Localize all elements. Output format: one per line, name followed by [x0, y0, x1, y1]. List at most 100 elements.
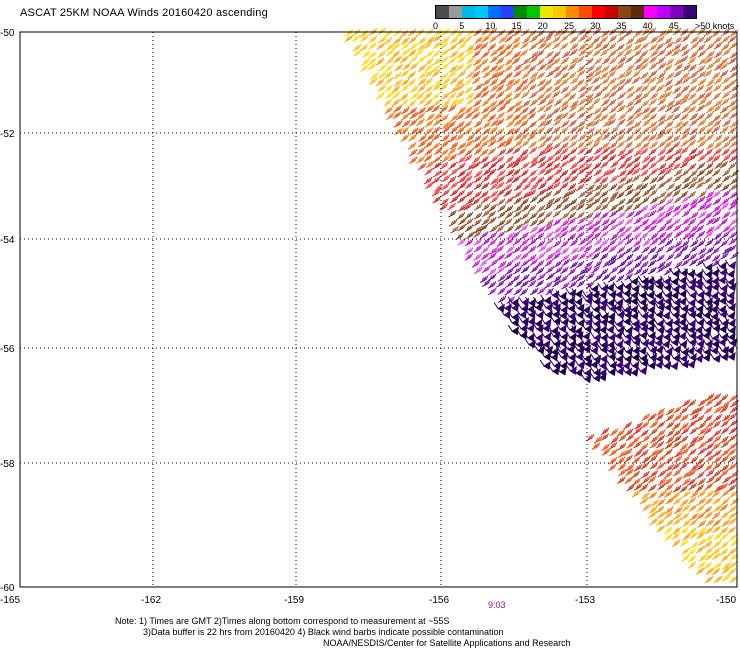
wind-barb — [672, 162, 681, 171]
wind-barb — [503, 218, 513, 226]
wind-barb — [649, 176, 659, 184]
wind-barb — [641, 134, 650, 143]
wind-barb — [649, 36, 659, 44]
wind-barb — [473, 203, 483, 211]
wind-barb — [579, 330, 591, 341]
wind-barb — [696, 462, 705, 471]
legend-label: 40 — [642, 21, 653, 31]
wind-barb — [712, 449, 722, 458]
wind-barb — [473, 28, 482, 37]
wind-barb — [567, 111, 576, 120]
wind-barb — [589, 331, 602, 342]
wind-barb — [632, 127, 642, 135]
wind-barb — [658, 191, 667, 199]
wind-barb — [440, 72, 449, 80]
wind-barb — [728, 561, 738, 569]
wind-barb — [560, 142, 569, 150]
wind-barb — [655, 245, 665, 254]
wind-barb — [687, 133, 697, 142]
wind-barb — [609, 428, 619, 436]
wind-barb — [383, 71, 393, 79]
wind-barb — [544, 85, 553, 94]
wind-barb — [393, 55, 402, 64]
wind-barb — [656, 174, 666, 183]
wind-barb — [519, 49, 528, 57]
wind-barb — [729, 538, 739, 547]
wind-barb — [682, 252, 691, 261]
wind-barb — [415, 48, 424, 57]
wind-barb — [719, 526, 729, 535]
wind-barb — [681, 490, 691, 499]
wind-barb — [723, 268, 735, 279]
wind-barb — [671, 491, 681, 500]
wind-barb — [729, 217, 739, 226]
wind-barb — [409, 62, 418, 71]
wind-barb — [722, 154, 731, 162]
wind-barb — [624, 183, 634, 192]
wind-barb — [664, 84, 673, 93]
wind-barb — [667, 336, 680, 347]
wind-barb — [503, 189, 513, 197]
wind-barb — [724, 324, 737, 335]
wind-barb — [649, 167, 659, 176]
legend-swatch — [514, 6, 527, 18]
wind-barb — [677, 346, 689, 357]
wind-barb — [495, 224, 505, 233]
wind-barb — [649, 440, 659, 449]
wind-barb — [410, 91, 419, 100]
wind-barb — [673, 147, 683, 156]
wind-barb — [424, 50, 434, 58]
wind-barb — [649, 427, 659, 436]
wind-barb — [600, 160, 609, 169]
time-label: 9:03 — [488, 600, 506, 610]
wind-barb — [432, 161, 442, 170]
wind-barb — [498, 77, 507, 86]
wind-barb — [576, 273, 586, 282]
wind-barb — [705, 442, 714, 451]
wind-barb — [665, 413, 675, 422]
wind-barb — [697, 252, 706, 261]
wind-barb — [518, 296, 530, 307]
wind-barb — [567, 188, 577, 197]
wind-barb — [521, 99, 531, 108]
wind-barb — [660, 301, 672, 312]
wind-barb — [711, 259, 721, 268]
wind-barb — [703, 202, 712, 211]
wind-barb — [496, 169, 506, 178]
wind-barb — [565, 331, 577, 342]
wind-barb — [688, 504, 698, 512]
wind-barb — [712, 119, 722, 128]
wind-barb — [552, 35, 561, 44]
wind-barb — [712, 461, 722, 470]
wind-barb — [431, 64, 441, 73]
wind-barb — [615, 84, 625, 93]
wind-barb — [584, 169, 594, 177]
wind-barb — [505, 279, 515, 288]
wind-barb — [656, 407, 665, 416]
wind-barb — [561, 211, 570, 220]
wind-barb — [577, 119, 586, 128]
wind-barb — [689, 70, 699, 79]
wind-barb — [432, 118, 442, 127]
wind-barb — [560, 147, 569, 155]
wind-barb — [705, 190, 715, 199]
wind-barb — [727, 526, 737, 534]
wind-barb — [721, 140, 731, 149]
wind-barb — [712, 56, 722, 65]
wind-barb — [697, 70, 707, 79]
wind-barb — [447, 202, 457, 211]
wind-barb — [489, 84, 499, 92]
wind-barb — [592, 245, 602, 254]
wind-barb — [665, 435, 675, 444]
wind-barb — [481, 161, 490, 169]
wind-barb — [729, 209, 739, 218]
wind-barb — [584, 133, 594, 142]
wind-barb — [508, 301, 520, 312]
wind-barb — [515, 308, 527, 319]
wind-barb — [505, 237, 514, 246]
wind-barb — [697, 477, 706, 486]
wind-barb — [480, 112, 490, 121]
wind-barb — [633, 133, 643, 141]
wind-barb — [447, 104, 457, 112]
wind-barb — [730, 169, 739, 178]
